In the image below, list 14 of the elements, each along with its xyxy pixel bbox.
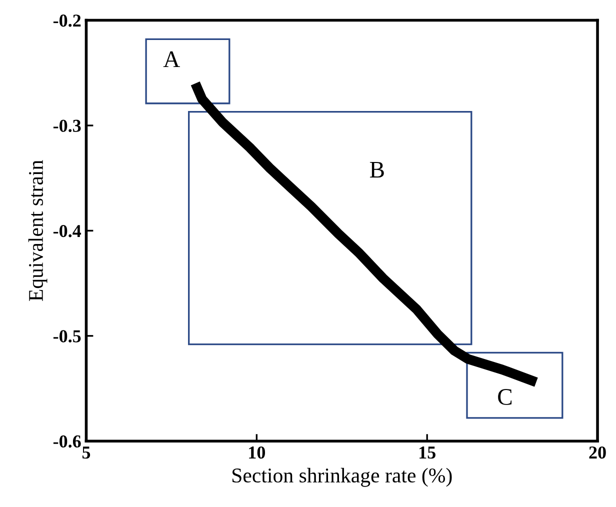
y-tick-label: -0.6 xyxy=(53,435,81,448)
x-tick-label: 5 xyxy=(82,446,90,459)
y-tick-label: -0.5 xyxy=(53,330,81,342)
y-tick-label: -0.4 xyxy=(53,224,82,238)
y-axis-title: Equivalent strain xyxy=(28,160,48,301)
y-tick-label: -0.3 xyxy=(53,120,81,132)
x-tick-label: 20 xyxy=(589,446,606,459)
annotation: B xyxy=(370,162,384,178)
x-tick-label: 15 xyxy=(420,446,436,459)
annotation: A xyxy=(163,51,180,67)
y-tick-label: -0.2 xyxy=(53,14,81,27)
annotation: C xyxy=(498,389,512,405)
x-tick-label: 10 xyxy=(249,446,266,459)
x-axis-title: Section shrinkage rate (%) xyxy=(232,468,452,487)
